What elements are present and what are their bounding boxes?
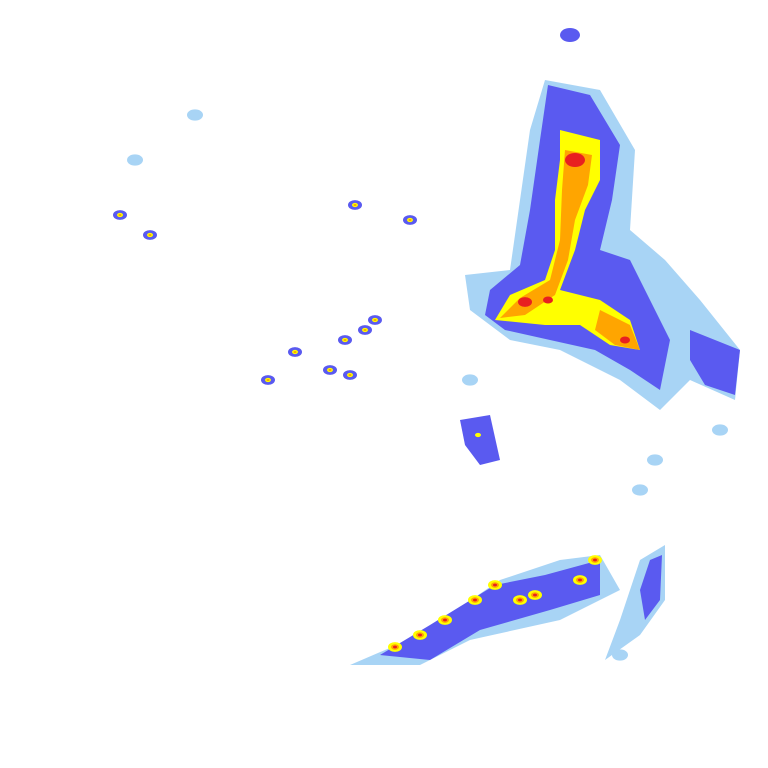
- echo-cell: [543, 296, 553, 304]
- echo-cell: [373, 318, 377, 322]
- echo-cell: [187, 109, 203, 121]
- echo-cell: [343, 338, 347, 342]
- echo-cell: [353, 203, 357, 207]
- echo-cell: [418, 633, 422, 637]
- echo-cell: [518, 297, 532, 307]
- echo-cell: [293, 350, 297, 354]
- echo-intense-layer: [393, 153, 630, 649]
- echo-cell: [612, 649, 628, 661]
- echo-cell: [565, 153, 585, 167]
- echo-cell: [518, 598, 522, 602]
- echo-cell: [348, 373, 352, 377]
- echo-cell: [118, 213, 122, 217]
- echo-region: [640, 555, 662, 620]
- echo-cell: [647, 454, 663, 466]
- echo-cell: [408, 218, 412, 222]
- echo-cell: [632, 484, 648, 496]
- echo-region: [500, 150, 592, 318]
- echo-cell: [462, 374, 478, 386]
- echo-cell: [620, 336, 630, 344]
- echo-cell: [593, 558, 597, 562]
- echo-cell: [127, 154, 143, 166]
- echo-cell: [578, 578, 582, 582]
- echo-cell: [712, 424, 728, 436]
- echo-region: [690, 330, 740, 395]
- echo-cell: [560, 28, 580, 42]
- echo-cell: [493, 583, 497, 587]
- echo-cell: [363, 328, 367, 332]
- echo-cell: [475, 432, 481, 438]
- echo-cell: [533, 593, 537, 597]
- echo-cell: [328, 368, 332, 372]
- echo-cell: [473, 598, 477, 602]
- echo-region: [460, 415, 500, 465]
- echo-cell: [148, 233, 152, 237]
- echo-cell: [443, 618, 447, 622]
- echo-cell: [393, 645, 397, 649]
- echo-region: [380, 560, 600, 660]
- echo-cell: [266, 378, 270, 382]
